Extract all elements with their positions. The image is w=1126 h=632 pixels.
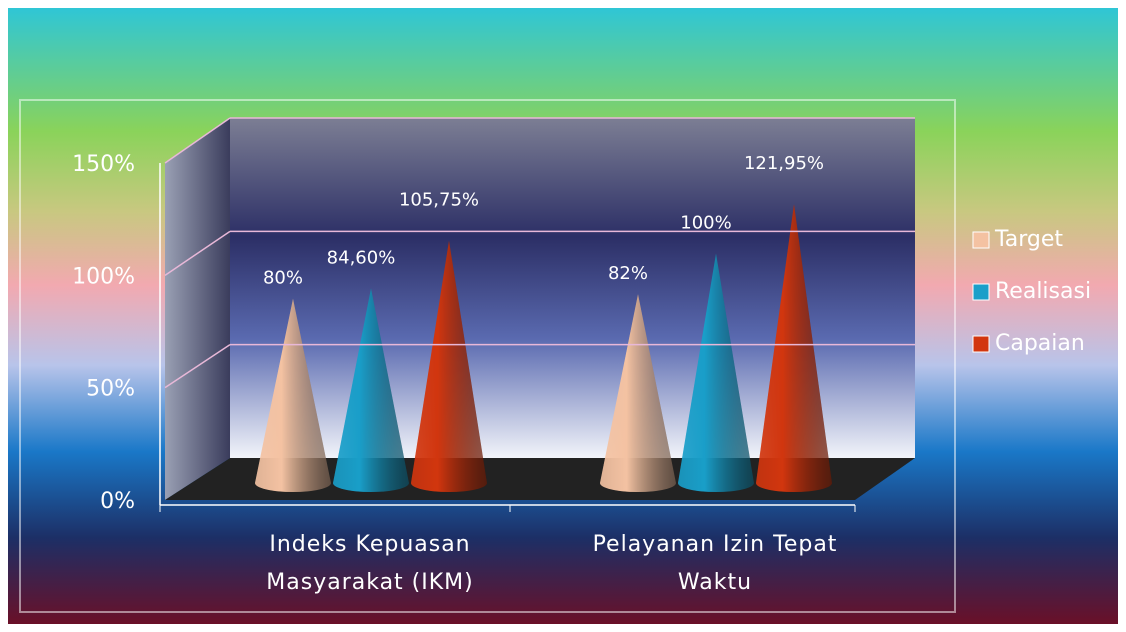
cone	[756, 204, 832, 492]
side-wall	[165, 118, 230, 500]
cone-tint	[600, 294, 676, 492]
grid-line	[164, 344, 231, 389]
legend-label: Target	[994, 227, 1063, 252]
cone-tint	[678, 253, 754, 492]
x-tick-label: Indeks Kepuasan Masyarakat (IKM)	[266, 532, 474, 595]
value-label: 80%	[263, 268, 303, 289]
grid-line	[164, 230, 231, 276]
cone	[333, 288, 409, 492]
legend-label: Realisasi	[995, 279, 1091, 304]
cone	[678, 253, 754, 492]
cone-tint	[255, 298, 331, 492]
cone-tint	[411, 240, 487, 492]
legend-label: Capaian	[995, 331, 1085, 356]
value-label: 121,95%	[744, 153, 824, 174]
legend-swatch	[972, 335, 990, 353]
cone	[600, 294, 676, 492]
y-tick-label: 50%	[86, 377, 135, 402]
y-tick-label: 150%	[72, 152, 135, 177]
cone-tint	[333, 288, 409, 492]
marks	[255, 204, 832, 492]
value-label: 105,75%	[399, 190, 479, 211]
back-wall	[230, 118, 915, 458]
cone-tint	[756, 204, 832, 492]
y-tick-label: 100%	[72, 264, 135, 289]
plot-frame	[19, 99, 956, 613]
legend-swatch	[972, 231, 990, 249]
grid-line	[164, 117, 231, 164]
cone	[255, 298, 331, 492]
legend-swatch	[972, 283, 990, 301]
value-label: 100%	[680, 213, 731, 234]
cone	[411, 240, 487, 492]
value-label: 82%	[608, 263, 648, 284]
y-tick-label: 0%	[100, 489, 135, 514]
value-label: 84,60%	[327, 247, 396, 268]
x-tick-label: Pelayanan Izin Tepat Waktu	[592, 532, 838, 595]
